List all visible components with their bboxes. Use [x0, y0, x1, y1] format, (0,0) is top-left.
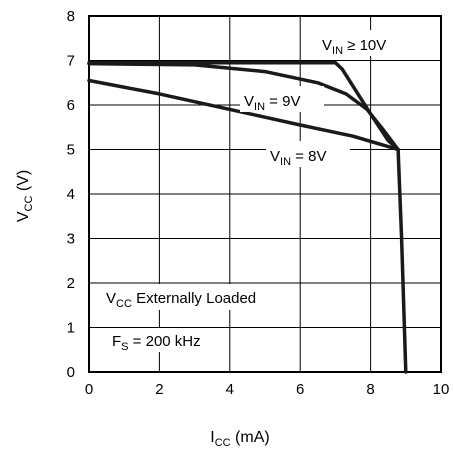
x-tick-label: 8	[366, 381, 374, 398]
annotation-loaded-bg	[102, 284, 295, 310]
series-lines	[87, 60, 408, 374]
series-label-1: VIN = 9V	[244, 93, 300, 113]
y-tick-label: 6	[67, 97, 75, 114]
series-label-bg	[318, 30, 436, 56]
series-label-bg	[266, 141, 350, 167]
y-tick-labels: 0 1 2 3 4 5 6 7 8	[67, 8, 75, 381]
series-label-2: VIN = 8V	[270, 148, 326, 168]
series-labels: VIN ≥ 10V VIN = 9V VIN = 8V	[240, 30, 436, 168]
x-axis-title: ICC (mA)	[210, 429, 269, 449]
series-line-2	[87, 78, 400, 152]
y-tick-label: 1	[67, 320, 75, 337]
series-line-1	[87, 61, 400, 152]
y-tick-label: 5	[67, 142, 75, 159]
y-axis-title: VCC (V)	[15, 170, 35, 222]
x-tick-label: 2	[155, 381, 163, 398]
series-label-0: VIN ≥ 10V	[322, 37, 386, 57]
x-tick-label: 10	[433, 381, 450, 398]
series-line-0	[87, 60, 400, 152]
x-tick-label: 4	[226, 381, 234, 398]
y-tick-label: 3	[67, 231, 75, 248]
annotation-freq: FS = 200 kHz	[112, 333, 201, 353]
y-tick-label: 8	[67, 8, 75, 25]
series-label-bg	[240, 86, 324, 112]
grid	[88, 15, 442, 373]
series-line-3	[396, 147, 408, 374]
y-tick-label: 7	[67, 53, 75, 70]
x-tick-label: 0	[85, 381, 93, 398]
plot-frame	[88, 15, 442, 373]
y-tick-label: 2	[67, 275, 75, 292]
x-tick-labels: 0 2 4 6 8 10	[85, 381, 450, 398]
y-tick-label: 4	[67, 186, 75, 203]
x-tick-label: 6	[296, 381, 304, 398]
y-tick-label: 0	[67, 364, 75, 381]
annotation-freq-bg	[108, 328, 228, 352]
annotation-loaded: VCC Externally Loaded	[106, 290, 256, 310]
